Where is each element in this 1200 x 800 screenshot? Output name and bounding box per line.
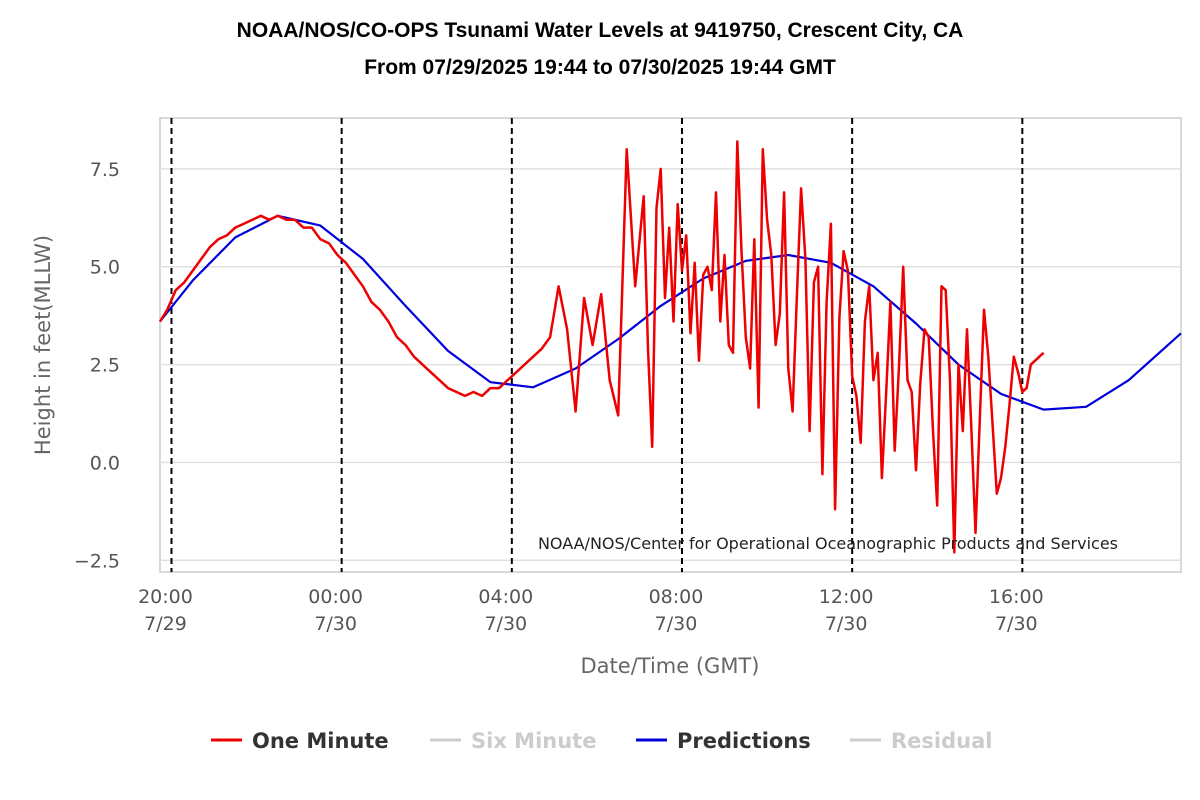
chart-credit: NOAA/NOS/Center for Operational Oceanogr…: [538, 534, 1118, 553]
x-tick-date: 7/30: [655, 613, 698, 635]
y-tick-label: 5.0: [90, 257, 120, 279]
legend-item-residual[interactable]: Residual: [850, 729, 992, 753]
legend-label: Predictions: [677, 729, 811, 753]
legend-item-predictions[interactable]: Predictions: [636, 729, 811, 753]
y-tick-label: 0.0: [90, 452, 120, 474]
legend-item-one-minute[interactable]: One Minute: [211, 729, 389, 753]
series-lines: [158, 140, 1182, 554]
chart-subtitle: From 07/29/2025 19:44 to 07/30/2025 19:4…: [364, 56, 836, 79]
series-line-one-minute: [158, 140, 1045, 554]
legend-label: Six Minute: [471, 729, 596, 753]
y-axis: −2.5 0.0 2.5 5.0 7.5: [74, 159, 120, 572]
x-tick-date: 7/30: [484, 613, 527, 635]
x-tick-date: 7/29: [144, 613, 187, 635]
plot-area: NOAA/NOS/Center for Operational Oceanogr…: [158, 117, 1182, 573]
x-tick-time: 08:00: [649, 586, 704, 608]
legend-item-six-minute[interactable]: Six Minute: [430, 729, 596, 753]
legend-label: Residual: [891, 729, 992, 753]
x-tick-time: 12:00: [819, 586, 874, 608]
x-axis-title: Date/Time (GMT): [581, 654, 760, 678]
chart-title-block: NOAA/NOS/CO-OPS Tsunami Water Levels at …: [237, 19, 964, 79]
legend: One Minute Six Minute Predictions Residual: [211, 729, 992, 753]
x-tick-date: 7/30: [995, 613, 1038, 635]
y-tick-label: 2.5: [90, 355, 120, 377]
x-tick-time: 16:00: [989, 586, 1044, 608]
gridlines: [160, 168, 1181, 562]
plot-frame: [159, 117, 1182, 573]
x-tick-time: 04:00: [478, 586, 533, 608]
vertical-markers: [170, 118, 1024, 572]
y-tick-label: −2.5: [74, 550, 120, 572]
legend-label: One Minute: [252, 729, 389, 753]
x-tick-date: 7/30: [825, 613, 868, 635]
x-tick-time: 20:00: [138, 586, 193, 608]
x-tick-date: 7/30: [314, 613, 357, 635]
y-tick-label: 7.5: [90, 159, 120, 181]
chart-title: NOAA/NOS/CO-OPS Tsunami Water Levels at …: [237, 19, 964, 42]
x-axis: 20:00 7/29 00:00 7/30 04:00 7/30 08:00 7/30 12:0…: [138, 586, 1044, 635]
y-axis-title: Height in feet(MLLW): [31, 235, 55, 455]
x-tick-time: 00:00: [308, 586, 363, 608]
series-line-predictions: [159, 214, 1182, 411]
